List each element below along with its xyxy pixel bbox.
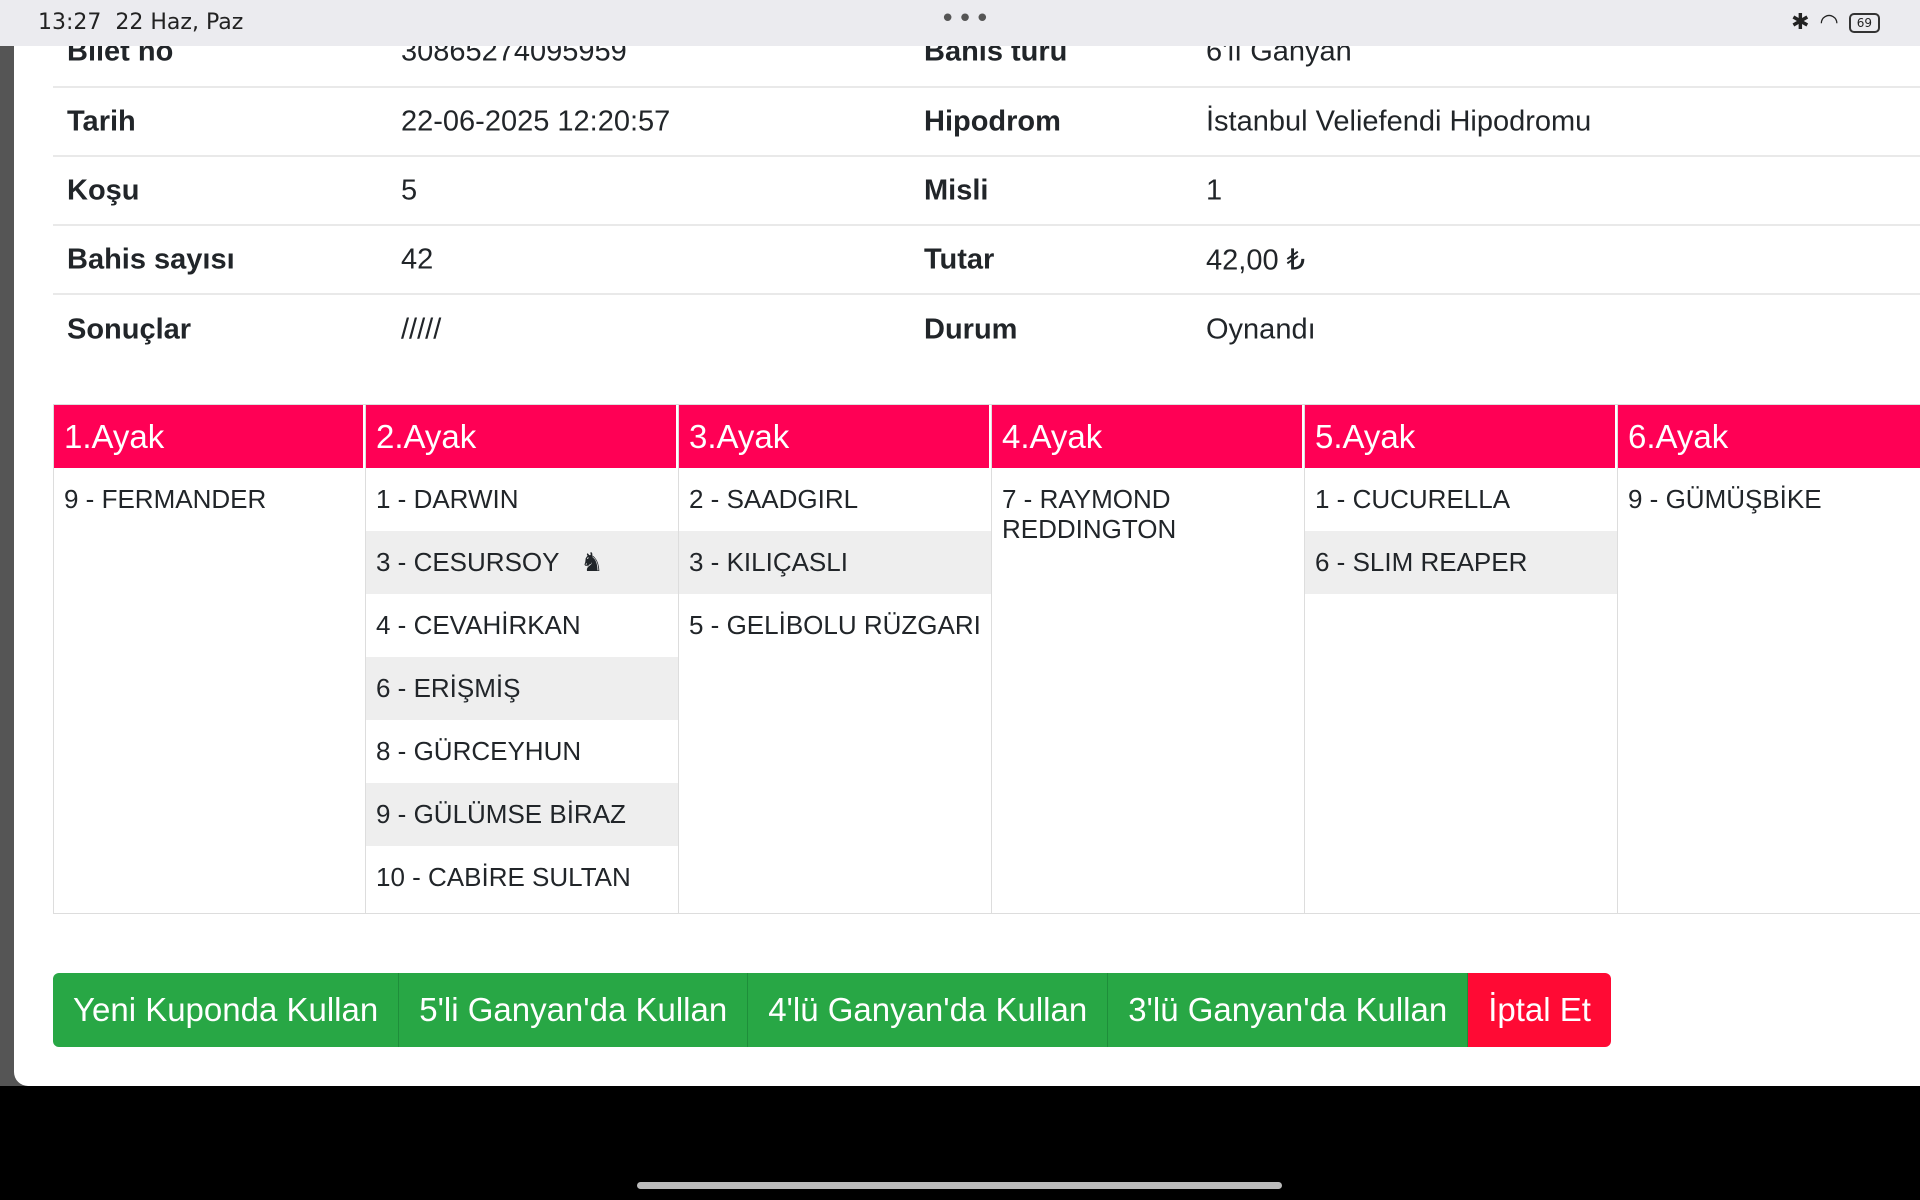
jockey-silk-icon: ♞	[580, 547, 604, 577]
horse-item: 9 - GÜMÜŞBİKE	[1628, 484, 1822, 514]
bluetooth-icon: ✱	[1791, 10, 1810, 35]
use-ticket-button[interactable]: 3'lü Ganyan'da Kullan	[1108, 973, 1469, 1047]
value: 5	[401, 174, 418, 206]
wifi-icon: ◠	[1819, 10, 1839, 35]
leg-column: 6.Ayak 9 - GÜMÜŞBİKE	[1618, 404, 1920, 914]
ticket-info-table: Bilet no 30865274095959 Bahis türü 6'lı Gan…	[53, 0, 1920, 364]
horse-item: 3 - CESURSOY ♞	[366, 531, 678, 594]
leg-header: 5.Ayak	[1305, 405, 1617, 468]
info-row: Tarih 22-06-2025 12:20:57 Hipodrom İstanbul…	[53, 88, 1920, 157]
horse-item: 9 - GÜLÜMSE BİRAZ	[366, 783, 678, 846]
label: Koşu	[67, 174, 140, 206]
status-bar: 13:27 22 Haz, Paz ••• ✱ ◠ 69	[0, 0, 1920, 46]
horse-item: 6 - ERİŞMİŞ	[366, 657, 678, 720]
value: 42	[401, 243, 434, 275]
cancel-button[interactable]: İptal Et	[1468, 973, 1611, 1047]
leg-header: 2.Ayak	[366, 405, 678, 468]
status-time: 13:27 22 Haz, Paz	[38, 10, 244, 35]
leg-column: 3.Ayak 2 - SAADGIRL 3 - KILIÇASLI 5 - GELİB…	[679, 404, 992, 914]
horse-item: 8 - GÜRCEYHUN	[376, 736, 582, 766]
legs-table: 1.Ayak 9 - FERMANDER 2.Ayak 1 - DARWIN 3 - C…	[53, 404, 1920, 914]
leg-header: 6.Ayak	[1618, 405, 1920, 468]
horse-item: 10 - CABİRE SULTAN	[376, 862, 631, 892]
horse-item: 1 - CUCURELLA	[1315, 484, 1511, 514]
info-row: Sonuçlar ///// Durum Oynandı	[53, 295, 1920, 364]
leg-header: 1.Ayak	[54, 405, 365, 468]
leg-column: 2.Ayak 1 - DARWIN 3 - CESURSOY ♞ 4 - CEVAHİ…	[366, 404, 679, 914]
use-ticket-button[interactable]: Yeni Kuponda Kullan	[53, 973, 400, 1047]
label: Misli	[924, 174, 989, 206]
label: Tutar	[924, 243, 995, 275]
label: Tarih	[67, 105, 136, 137]
leg-column: 4.Ayak 7 - RAYMOND REDDINGTON	[992, 404, 1305, 914]
info-row: Koşu 5 Misli 1	[53, 157, 1920, 226]
use-ticket-button[interactable]: 4'lü Ganyan'da Kullan	[748, 973, 1109, 1047]
battery-icon: 69	[1848, 12, 1880, 33]
gesture-nav-bar[interactable]	[637, 1182, 1282, 1189]
label: Durum	[924, 313, 1018, 345]
label: Sonuçlar	[67, 313, 192, 345]
horse-item: 6 - SLIM REAPER	[1305, 531, 1617, 594]
value: 42,00 ₺	[1206, 244, 1306, 276]
horse-item: 1 - DARWIN	[376, 484, 519, 514]
label: Hipodrom	[924, 105, 1061, 137]
value: İstanbul Veliefendi Hipodromu	[1206, 105, 1592, 137]
more-dots-icon[interactable]: •••	[940, 4, 993, 34]
horse-item: 7 - RAYMOND REDDINGTON	[1002, 484, 1177, 544]
value: 22-06-2025 12:20:57	[401, 105, 671, 137]
leg-header: 4.Ayak	[992, 405, 1304, 468]
value: 1	[1206, 174, 1223, 206]
horse-item: 9 - FERMANDER	[64, 484, 267, 514]
label: Bahis sayısı	[67, 243, 235, 275]
leg-column: 5.Ayak 1 - CUCURELLA 6 - SLIM REAPER	[1305, 404, 1618, 914]
info-row: Bahis sayısı 42 Tutar 42,00 ₺	[53, 226, 1920, 295]
horse-item: 5 - GELİBOLU RÜZGARI	[689, 610, 981, 640]
action-buttons: Yeni Kuponda Kullan 5'li Ganyan'da Kullan…	[53, 973, 1611, 1047]
horse-item: 4 - CEVAHİRKAN	[376, 610, 581, 640]
leg-column: 1.Ayak 9 - FERMANDER	[53, 404, 366, 914]
value: /////	[401, 313, 442, 345]
leg-header: 3.Ayak	[679, 405, 991, 468]
horse-item: 2 - SAADGIRL	[689, 484, 859, 514]
value: Oynandı	[1206, 313, 1316, 345]
horse-item: 3 - KILIÇASLI	[679, 531, 991, 594]
use-ticket-button[interactable]: 5'li Ganyan'da Kullan	[399, 973, 749, 1047]
